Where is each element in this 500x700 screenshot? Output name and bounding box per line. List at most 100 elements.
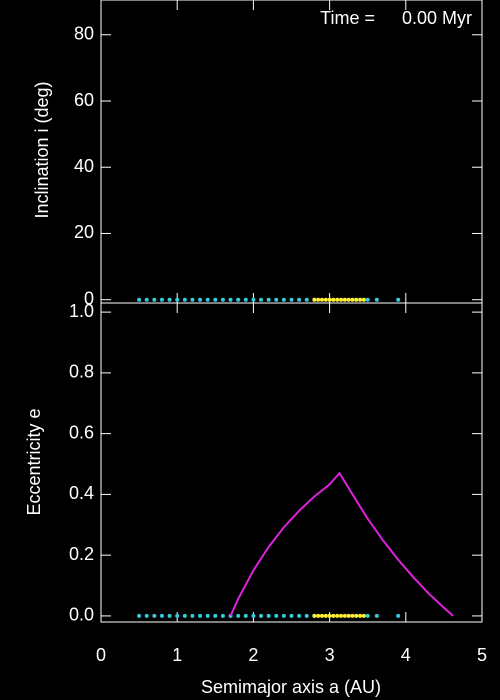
- x-axis-label: Semimajor axis a (AU): [201, 677, 381, 697]
- particle: [316, 613, 321, 618]
- y-tick-label: 40: [74, 156, 94, 176]
- particle: [365, 613, 370, 618]
- particle: [396, 297, 401, 302]
- particle: [251, 297, 256, 302]
- y-tick-label: 0.2: [69, 544, 94, 564]
- particle: [323, 613, 328, 618]
- particle: [335, 297, 340, 302]
- particle: [354, 613, 359, 618]
- particle: [297, 613, 302, 618]
- particle: [304, 613, 309, 618]
- particle: [243, 613, 248, 618]
- particle: [137, 297, 142, 302]
- particle: [175, 297, 180, 302]
- particle: [190, 613, 195, 618]
- y-axis-label: Inclination i (deg): [32, 81, 52, 218]
- particle: [331, 297, 336, 302]
- particle: [144, 613, 149, 618]
- particle: [266, 613, 271, 618]
- particle: [316, 297, 321, 302]
- particle: [319, 613, 324, 618]
- time-value: 0.00 Myr: [402, 8, 472, 28]
- particle: [327, 297, 332, 302]
- x-tick-label: 2: [248, 645, 258, 665]
- particle: [361, 613, 366, 618]
- particle: [346, 613, 351, 618]
- particle: [236, 613, 241, 618]
- particle: [312, 613, 317, 618]
- particle: [152, 297, 157, 302]
- particle: [167, 613, 172, 618]
- particle: [396, 613, 401, 618]
- particle: [339, 297, 344, 302]
- y-tick-label: 0.8: [69, 362, 94, 382]
- particle: [205, 297, 210, 302]
- y-tick-label: 60: [74, 90, 94, 110]
- x-tick-label: 5: [477, 645, 487, 665]
- particle: [175, 613, 180, 618]
- y-tick-label: 0: [84, 288, 94, 308]
- y-tick-label: 20: [74, 222, 94, 242]
- particle: [354, 297, 359, 302]
- particle: [350, 297, 355, 302]
- particle: [213, 613, 218, 618]
- particle: [236, 297, 241, 302]
- particle: [319, 297, 324, 302]
- particle: [205, 613, 210, 618]
- particle: [220, 613, 225, 618]
- particle: [289, 613, 294, 618]
- particle: [159, 297, 164, 302]
- particle: [327, 613, 332, 618]
- particle: [297, 297, 302, 302]
- y-tick-label: 0.4: [69, 483, 94, 503]
- y-axis-label: Eccentricity e: [24, 408, 44, 515]
- particle: [342, 613, 347, 618]
- curve: [229, 471, 454, 617]
- particle: [342, 297, 347, 302]
- y-tick-label: 0.6: [69, 422, 94, 442]
- particle: [266, 297, 271, 302]
- particle: [274, 297, 279, 302]
- x-tick-label: 1: [172, 645, 182, 665]
- particle: [281, 613, 286, 618]
- particle: [361, 297, 366, 302]
- particle: [259, 613, 264, 618]
- particle: [259, 297, 264, 302]
- particle: [182, 297, 187, 302]
- particle: [251, 613, 256, 618]
- particle: [144, 297, 149, 302]
- x-tick-label: 4: [401, 645, 411, 665]
- particle: [167, 297, 172, 302]
- particle: [289, 297, 294, 302]
- y-tick-label: 0.0: [69, 605, 94, 625]
- particle: [331, 613, 336, 618]
- particle: [190, 297, 195, 302]
- x-tick-label: 3: [325, 645, 335, 665]
- y-tick-label: 80: [74, 24, 94, 44]
- particle: [323, 297, 328, 302]
- particle: [374, 613, 379, 618]
- particle: [137, 613, 142, 618]
- top-frame: [100, 0, 483, 304]
- particle: [281, 297, 286, 302]
- particle: [304, 297, 309, 302]
- particle: [274, 613, 279, 618]
- particle: [228, 297, 233, 302]
- particle: [335, 613, 340, 618]
- particle: [358, 613, 363, 618]
- particle: [213, 297, 218, 302]
- time-label: Time =: [320, 8, 375, 28]
- particle: [198, 297, 203, 302]
- particle: [243, 297, 248, 302]
- particle: [220, 297, 225, 302]
- particle: [346, 297, 351, 302]
- particle: [339, 613, 344, 618]
- particle: [374, 297, 379, 302]
- particle: [159, 613, 164, 618]
- particle: [198, 613, 203, 618]
- particle: [365, 297, 370, 302]
- bottom-frame: [100, 302, 483, 623]
- particle: [350, 613, 355, 618]
